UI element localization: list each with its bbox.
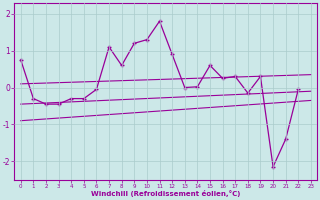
X-axis label: Windchill (Refroidissement éolien,°C): Windchill (Refroidissement éolien,°C) bbox=[91, 190, 241, 197]
